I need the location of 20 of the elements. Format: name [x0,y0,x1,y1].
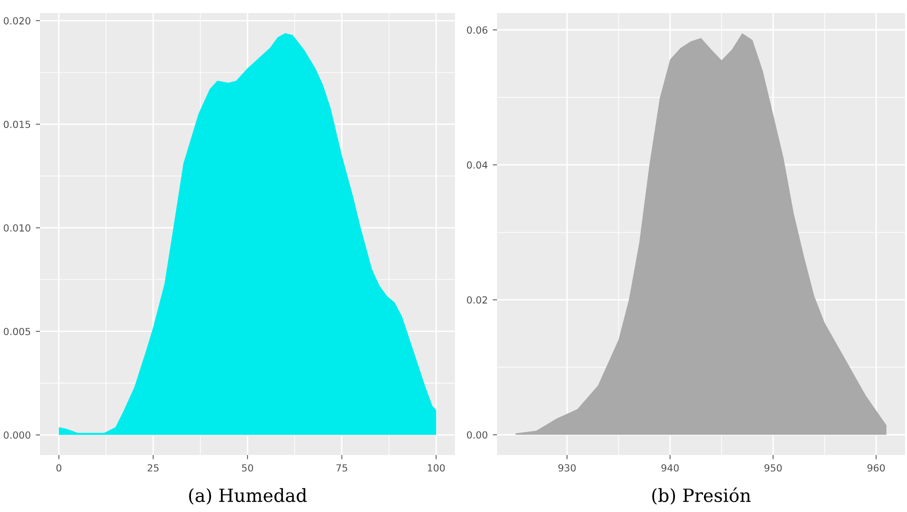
x-tick-label: 25 [148,464,159,472]
text: (a) Humedad [189,488,307,505]
y-tick-label: 0.015 [4,120,30,128]
y-tick-label: 0.000 [4,431,30,439]
y-tick-label: 0.06 [466,26,488,34]
y-tick-label: 0.02 [466,296,487,304]
y-tick-label: 0.020 [4,17,30,24]
text: (b) Presión [652,487,751,505]
y-tick-label: 0.010 [4,224,30,232]
x-tick-label: 950 [764,464,782,472]
x-tick-label: 50 [242,464,254,472]
x-tick-label: 930 [558,464,576,472]
x-tick-label: 100 [428,464,445,472]
x-tick-label: 75 [336,464,348,472]
y-tick-label: 0.005 [4,328,30,336]
y-tick-label: 0.04 [466,161,488,169]
y-tick-label: 0.00 [466,431,488,439]
x-tick-label: 960 [867,464,885,472]
x-tick-label: 0 [56,464,62,472]
x-tick-label: 940 [661,464,679,472]
